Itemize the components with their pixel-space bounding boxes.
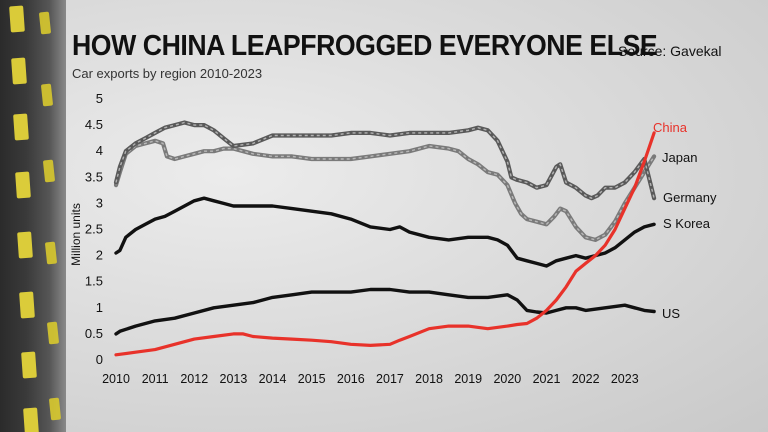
y-tick-label: 1 xyxy=(96,300,103,315)
x-tick-label: 2012 xyxy=(180,372,208,386)
x-tick-label: 2018 xyxy=(415,372,443,386)
x-tick-label: 2019 xyxy=(454,372,482,386)
y-tick-label: 4.5 xyxy=(85,117,103,132)
y-tick-label: 2 xyxy=(96,248,103,263)
x-tick-label: 2015 xyxy=(298,372,326,386)
y-tick-label: 3 xyxy=(96,195,103,210)
y-tick-label: 5 xyxy=(96,91,103,106)
x-tick-label: 2023 xyxy=(611,372,639,386)
series-line-us xyxy=(114,287,656,336)
series-line-china xyxy=(114,131,656,357)
x-tick-label: 2021 xyxy=(533,372,561,386)
chart-lines xyxy=(113,120,657,357)
y-axis-label: Million units xyxy=(69,203,83,266)
x-tick-label: 2020 xyxy=(493,372,521,386)
y-tick-label: 0.5 xyxy=(85,326,103,341)
x-tick-label: 2016 xyxy=(337,372,365,386)
y-tick-label: 3.5 xyxy=(85,169,103,184)
x-tick-label: 2010 xyxy=(102,372,130,386)
y-tick-label: 0 xyxy=(96,352,103,367)
series-label-germany: Germany xyxy=(663,190,717,205)
chart-subtitle: Car exports by region 2010-2023 xyxy=(72,66,263,81)
series-line-s-korea xyxy=(114,196,656,268)
series-label-s-korea: S Korea xyxy=(663,216,711,231)
x-tick-label: 2022 xyxy=(572,372,600,386)
chart-axes: 0 0.5 1 1.5 2 2.5 3 3.5 4 4.5 5 2010 2011 2012 2013 201… xyxy=(69,91,639,386)
series-label-us: US xyxy=(662,306,680,321)
chart-series-labels: Japan Germany S Korea US China xyxy=(653,120,717,321)
x-tick-label: 2014 xyxy=(259,372,287,386)
x-tick-label: 2011 xyxy=(142,372,169,386)
road-decoration xyxy=(0,0,66,432)
y-tick-label: 1.5 xyxy=(85,274,103,289)
y-tick-label: 2.5 xyxy=(85,222,103,237)
source-note: Source: Gavekal xyxy=(618,43,722,59)
x-tick-label: 2013 xyxy=(220,372,248,386)
chart-title: HOW CHINA LEAPFROGGED EVERYONE ELSE xyxy=(72,30,658,62)
series-line-japan xyxy=(113,138,657,242)
series-label-japan: Japan xyxy=(662,150,697,165)
series-line-texture-japan xyxy=(115,140,655,241)
series-line-germany xyxy=(113,120,657,201)
y-tick-label: 4 xyxy=(96,143,103,158)
series-label-china: China xyxy=(653,120,688,135)
x-tick-label: 2017 xyxy=(376,372,404,386)
series-line-texture-germany xyxy=(115,121,655,199)
